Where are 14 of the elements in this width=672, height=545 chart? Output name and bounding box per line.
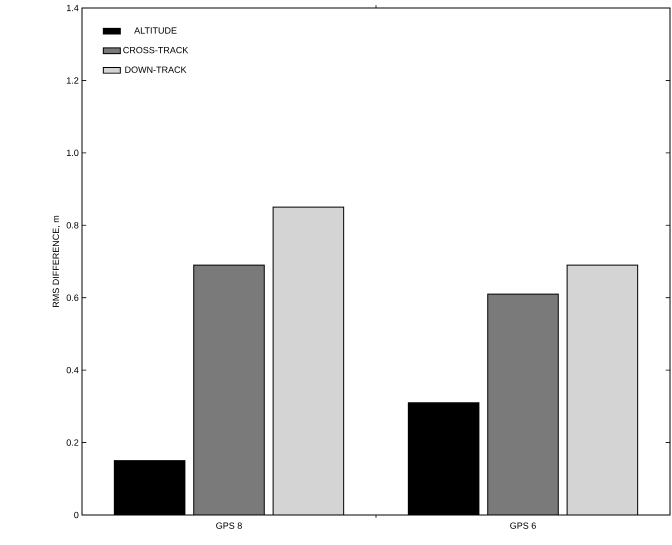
- legend-label: DOWN-TRACK: [125, 66, 186, 73]
- legend-label: CROSS-TRACK: [123, 46, 188, 54]
- y-axis-title: RMS DIFFERENCE, m: [52, 216, 60, 308]
- y-tick-label: 0.8: [66, 222, 78, 228]
- y-tick-label: 0.6: [66, 294, 78, 301]
- x-tick-label: GPS 6: [510, 522, 536, 529]
- legend-label: ALTITUDE: [134, 27, 177, 34]
- y-tick-label: 0.4: [66, 366, 79, 374]
- y-tick-label: 0: [74, 512, 78, 518]
- y-tick-label: 1.4: [66, 4, 79, 12]
- y-tick-label: 0.2: [66, 439, 78, 446]
- x-tick-label: GPS 8: [216, 522, 242, 529]
- y-tick-label: 1.0: [66, 150, 78, 156]
- y-tick-label: 1.2: [66, 77, 78, 84]
